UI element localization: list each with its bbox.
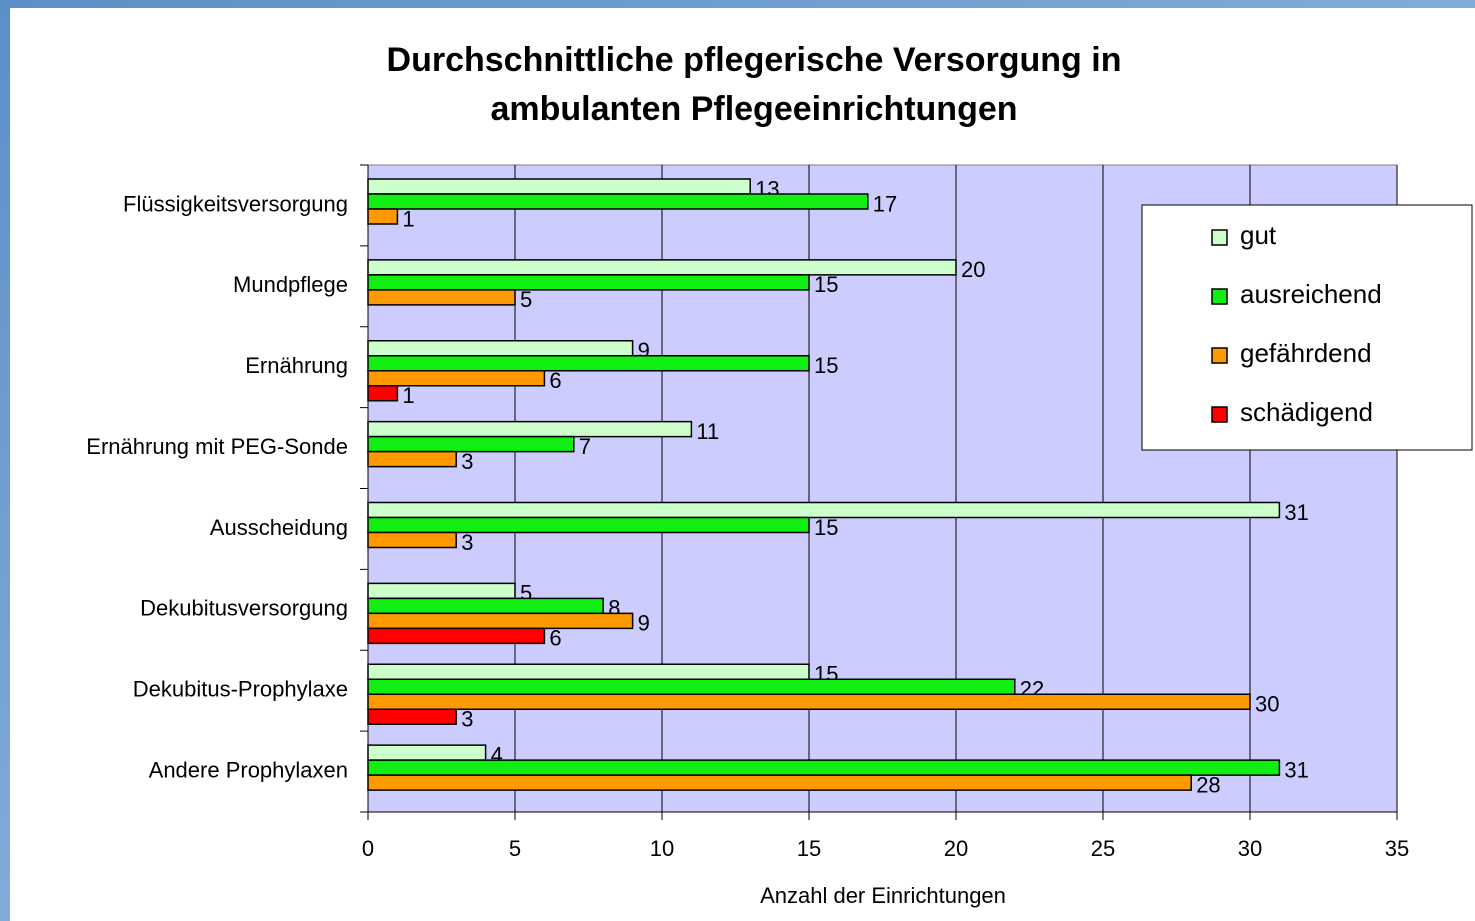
bar — [367, 501, 1281, 519]
bar — [367, 450, 457, 468]
legend-swatch — [1211, 347, 1228, 364]
legend-box — [1141, 204, 1473, 451]
x-tick-label: 5 — [509, 836, 521, 861]
bar — [367, 759, 1281, 776]
data-label: 15 — [814, 353, 838, 378]
data-label: 30 — [1255, 692, 1279, 717]
bar — [367, 678, 1016, 695]
bar — [367, 385, 399, 402]
data-label: 31 — [1284, 500, 1308, 525]
bar — [367, 274, 810, 291]
bar — [367, 208, 399, 225]
y-tick-label: Flüssigkeitsversorgung — [123, 191, 348, 216]
data-label: 9 — [638, 611, 650, 636]
data-label: 6 — [549, 626, 561, 651]
data-label: 11 — [696, 419, 719, 444]
x-tick-label: 30 — [1238, 836, 1262, 861]
x-tick-label: 0 — [362, 836, 374, 861]
bar — [367, 289, 516, 306]
bar — [367, 774, 1192, 791]
x-tick-label: 15 — [797, 836, 821, 861]
x-axis-title: Anzahl der Einrichtungen — [760, 883, 1006, 908]
x-tick-label: 25 — [1091, 836, 1115, 861]
data-label: 15 — [814, 515, 838, 540]
data-label: 15 — [814, 272, 838, 297]
data-label: 3 — [461, 449, 473, 474]
chart-title: Durchschnittliche pflegerische Versorgun… — [387, 41, 1122, 79]
y-tick-label: Andere Prophylaxen — [149, 757, 348, 782]
bar — [367, 582, 516, 600]
data-label: 20 — [961, 257, 985, 282]
bar — [367, 663, 810, 680]
bar — [367, 744, 487, 761]
data-label: 7 — [579, 434, 591, 459]
x-tick-label: 10 — [650, 836, 674, 861]
chart-title: ambulanten Pflegeeinrichtungen — [490, 90, 1017, 128]
data-label: 1 — [402, 383, 414, 408]
legend-label: ausreichend — [1240, 279, 1382, 309]
data-label: 3 — [461, 530, 473, 555]
data-label: 1 — [402, 206, 414, 231]
y-tick-label: Dekubitusversorgung — [140, 596, 348, 621]
bar — [367, 259, 957, 276]
bar — [367, 435, 575, 453]
data-label: 31 — [1284, 757, 1308, 782]
bar — [367, 516, 810, 534]
bar — [367, 420, 693, 438]
bar — [367, 340, 634, 357]
bar — [367, 693, 1251, 710]
data-label: 17 — [873, 191, 897, 216]
legend-label: gefährdend — [1240, 338, 1372, 368]
data-label: 6 — [549, 368, 561, 393]
x-tick-label: 20 — [944, 836, 968, 861]
y-tick-label: Dekubitus-Prophylaxe — [133, 677, 348, 702]
legend-swatch — [1211, 229, 1228, 246]
y-tick-label: Ernährung mit PEG-Sonde — [86, 434, 348, 459]
bar — [367, 708, 457, 725]
data-label: 28 — [1196, 772, 1220, 797]
y-tick-label: Mundpflege — [233, 272, 348, 297]
y-tick-label: Ausscheidung — [210, 515, 348, 540]
bar — [367, 612, 634, 630]
legend-swatch — [1211, 288, 1228, 305]
bar — [367, 193, 869, 210]
legend-label: schädigend — [1240, 397, 1373, 427]
bar — [367, 531, 457, 549]
data-label: 5 — [520, 287, 532, 312]
y-tick-label: Ernährung — [245, 353, 348, 378]
legend-swatch — [1211, 406, 1228, 423]
bar — [367, 370, 546, 387]
x-tick-label: 35 — [1385, 836, 1409, 861]
bar — [367, 178, 751, 195]
data-label: 3 — [461, 707, 473, 732]
bar — [367, 597, 604, 615]
bar — [367, 355, 810, 372]
legend-label: gut — [1240, 220, 1277, 250]
bar — [367, 627, 546, 645]
